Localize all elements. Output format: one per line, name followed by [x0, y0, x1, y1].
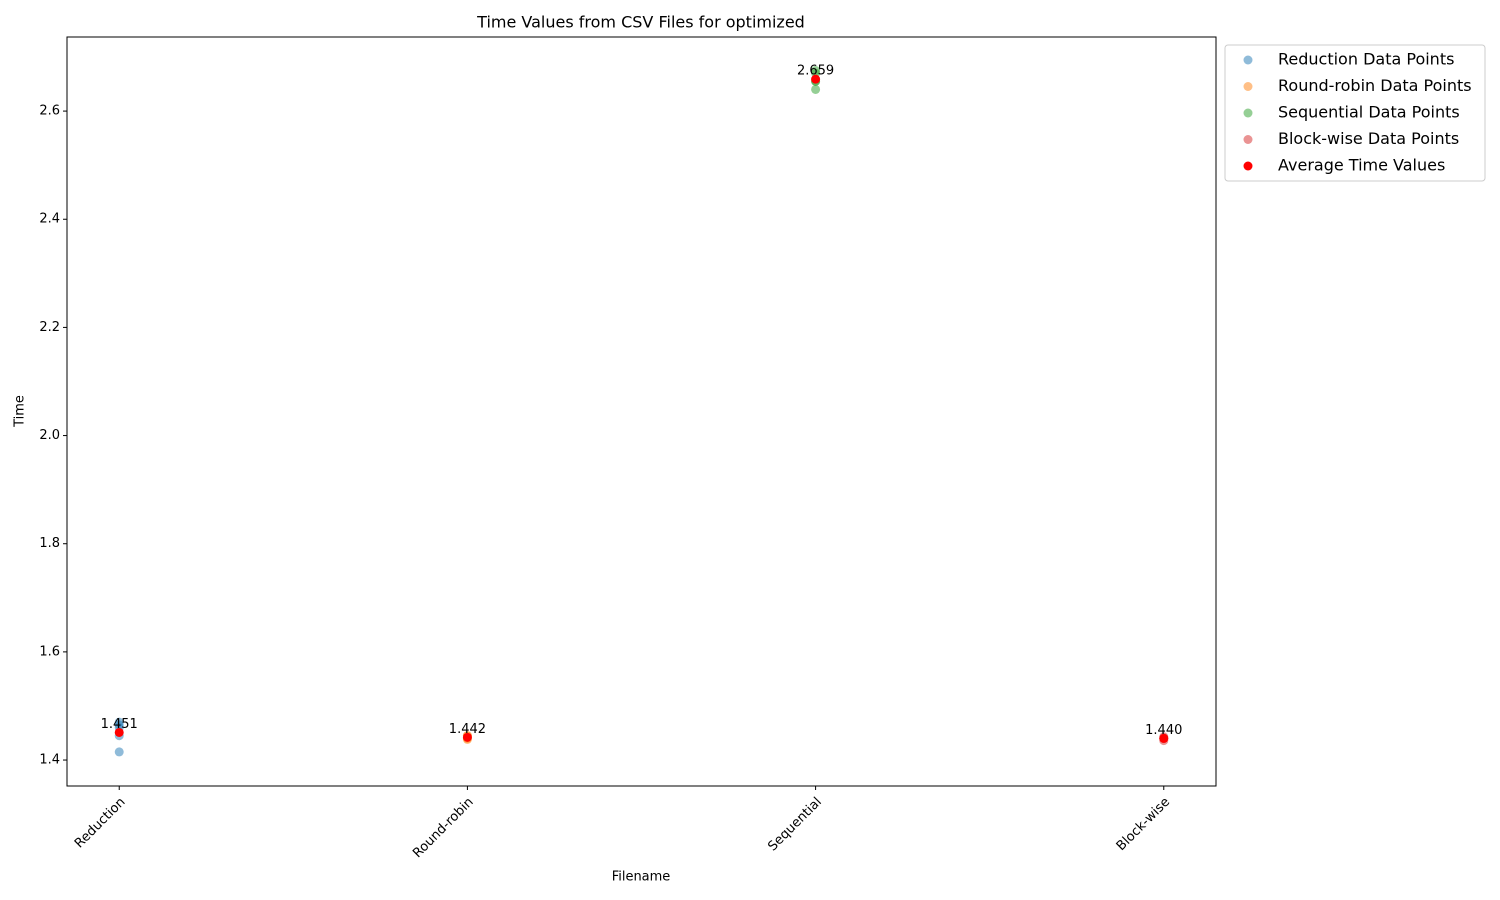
legend-marker: [1243, 108, 1253, 118]
data-point: [811, 74, 821, 84]
legend-label: Reduction Data Points: [1278, 50, 1454, 69]
x-axis-label: Filename: [612, 870, 671, 885]
legend-label: Average Time Values: [1278, 156, 1445, 175]
y-tick-label: 2.4: [39, 212, 60, 227]
legend-label: Round-robin Data Points: [1278, 76, 1472, 95]
data-label: 1.451: [101, 717, 138, 732]
data-point: [462, 732, 472, 742]
x-tick-label: Sequential: [765, 795, 825, 855]
plot-area: [66, 36, 1217, 787]
data-point: [114, 727, 124, 737]
data-label: 1.440: [1145, 723, 1182, 738]
x-tick-label: Block-wise: [1114, 795, 1173, 854]
legend-marker: [1243, 82, 1253, 91]
y-axis-label: Time: [13, 395, 28, 428]
x-tick-label: Reduction: [72, 795, 129, 852]
data-point: [811, 84, 821, 94]
chart-title: Time Values from CSV Files for optimized: [476, 13, 805, 32]
y-tick-label: 2.2: [39, 320, 60, 335]
legend-label: Sequential Data Points: [1278, 103, 1460, 122]
data-label: 1.442: [449, 722, 486, 737]
legend-marker: [1243, 55, 1253, 65]
data-point: [811, 66, 821, 76]
data-label: 2.659: [797, 64, 834, 79]
y-tick-label: 2.6: [39, 104, 60, 119]
legend-marker: [1243, 161, 1253, 171]
legend-label: Block-wise Data Points: [1278, 129, 1459, 148]
legend-box: [1224, 44, 1486, 182]
x-tick-label: Round-robin: [410, 795, 476, 861]
data-point: [114, 747, 124, 757]
y-tick-label: 1.8: [39, 536, 60, 551]
y-tick-label: 1.4: [39, 753, 60, 768]
y-tick-label: 2.0: [39, 428, 60, 443]
data-point: [1159, 733, 1169, 743]
y-tick-label: 1.6: [39, 644, 60, 659]
legend-marker: [1243, 135, 1253, 144]
